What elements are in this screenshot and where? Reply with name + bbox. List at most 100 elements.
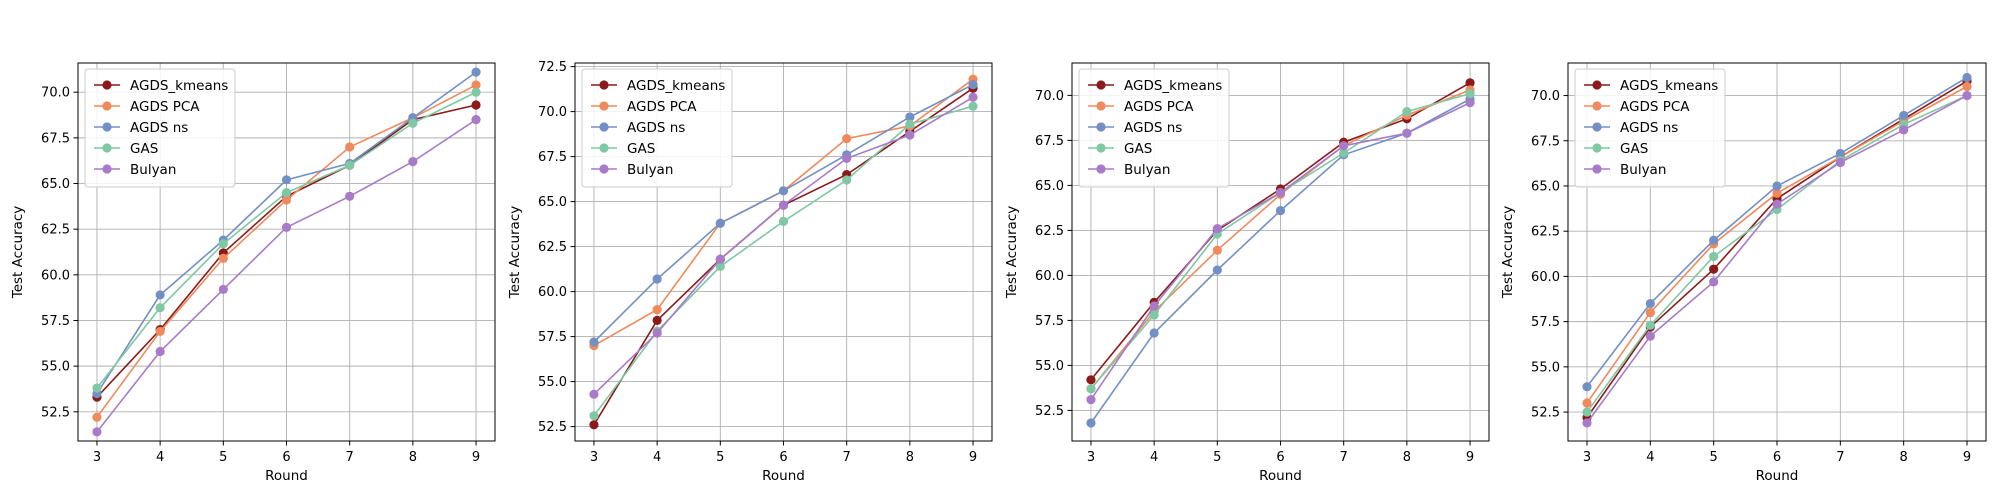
y-tick-label: 52.5 xyxy=(1035,404,1064,419)
x-tick-label: 6 xyxy=(282,450,290,465)
data-point xyxy=(589,337,599,347)
y-tick-label: 62.5 xyxy=(1035,224,1064,239)
data-point xyxy=(471,80,481,90)
data-point xyxy=(715,261,725,271)
data-point xyxy=(1086,418,1096,428)
x-tick-label: 9 xyxy=(969,450,977,465)
data-point xyxy=(1709,264,1719,274)
x-tick-label: 5 xyxy=(219,450,227,465)
data-point xyxy=(345,160,355,170)
data-point xyxy=(1212,224,1222,234)
legend-label: AGDS_kmeans xyxy=(1124,78,1222,94)
legend-label: GAS xyxy=(627,141,655,157)
legend-label: GAS xyxy=(1620,141,1648,157)
x-tick-label: 6 xyxy=(779,450,787,465)
y-tick-label: 70.0 xyxy=(41,86,70,101)
data-point xyxy=(1275,188,1286,198)
legend-marker xyxy=(599,80,609,90)
legend-marker xyxy=(102,164,112,174)
data-point xyxy=(1086,384,1096,394)
legend-label: GAS xyxy=(130,141,158,157)
chart-panel-1: 3 4 5 6 7 8 9 52.5 55.0 57.5 60.0 62.5 65.0 67.5 70.0 R… xyxy=(10,62,496,484)
data-point xyxy=(1086,375,1096,385)
data-point xyxy=(1086,395,1096,405)
data-point xyxy=(345,142,355,152)
data-point xyxy=(155,290,165,300)
y-tick-label: 70.0 xyxy=(1531,89,1560,104)
chart-panel-2: 3 4 5 6 7 8 9 52.5 55.0 57.5 60.0 62.5 65.0 67.5 70.0 7… xyxy=(507,60,993,484)
legend-marker xyxy=(1592,122,1602,132)
legend-marker xyxy=(102,122,112,132)
legend-label: Bulyan xyxy=(130,162,176,178)
data-point xyxy=(281,195,292,205)
x-tick-label: 8 xyxy=(1900,450,1908,465)
data-point xyxy=(281,188,292,198)
data-point xyxy=(1835,157,1845,168)
y-tick-label: 60.0 xyxy=(1035,269,1064,284)
y-tick-label: 52.5 xyxy=(1531,406,1560,421)
y-tick-label: 65.0 xyxy=(538,195,567,210)
data-point xyxy=(471,100,481,110)
data-point xyxy=(1709,235,1719,245)
data-point xyxy=(842,175,852,185)
data-point xyxy=(1709,251,1719,262)
legend-box xyxy=(84,68,236,188)
legend-marker xyxy=(1096,122,1106,132)
data-point xyxy=(1582,418,1592,428)
y-tick-label: 60.0 xyxy=(41,268,70,283)
x-tick-label: 9 xyxy=(1466,450,1474,465)
data-point xyxy=(218,253,228,263)
x-axis-label: Round xyxy=(1756,468,1799,484)
x-tick-label: 5 xyxy=(1710,450,1718,465)
legend-label: AGDS_kmeans xyxy=(1620,78,1718,94)
legend-label: AGDS ns xyxy=(1620,120,1678,136)
legend-marker xyxy=(102,143,112,153)
legend-label: Bulyan xyxy=(1620,162,1666,178)
x-tick-label: 4 xyxy=(1646,450,1654,465)
y-tick-label: 67.5 xyxy=(1531,134,1560,149)
data-point xyxy=(155,303,165,313)
x-tick-label: 8 xyxy=(1403,450,1411,465)
legend-marker xyxy=(599,143,609,153)
legend-marker xyxy=(1096,80,1106,90)
legend-label: AGDS_kmeans xyxy=(130,78,228,94)
x-tick-label: 3 xyxy=(590,450,598,465)
data-point xyxy=(905,119,915,129)
x-tick-label: 7 xyxy=(1340,450,1348,465)
data-point xyxy=(1465,89,1475,99)
data-point xyxy=(1962,81,1972,92)
x-tick-label: 8 xyxy=(409,450,417,465)
y-axis-label: Test Accuracy xyxy=(1004,206,1020,300)
data-point xyxy=(968,80,978,90)
data-point xyxy=(652,328,662,338)
x-tick-label: 3 xyxy=(1087,450,1095,465)
data-point xyxy=(1709,277,1719,287)
data-point xyxy=(715,218,725,228)
legend-label: AGDS PCA xyxy=(1124,99,1194,115)
legend: AGDS_kmeans AGDS PCA AGDS ns GAS Bulyan xyxy=(84,68,236,188)
x-axis-label: Round xyxy=(762,468,805,484)
legend-label: AGDS ns xyxy=(130,120,188,136)
data-point xyxy=(1402,107,1412,117)
legend-label: AGDS PCA xyxy=(1620,99,1690,115)
y-tick-label: 65.0 xyxy=(1035,179,1064,194)
legend-box xyxy=(1574,68,1726,188)
x-tick-label: 7 xyxy=(346,450,354,465)
x-tick-label: 7 xyxy=(1836,450,1844,465)
legend-marker xyxy=(1592,101,1602,111)
data-point xyxy=(1835,148,1845,159)
y-tick-label: 57.5 xyxy=(1531,315,1560,330)
data-point xyxy=(281,222,292,232)
legend: AGDS_kmeans AGDS PCA AGDS ns GAS Bulyan xyxy=(581,68,733,188)
y-tick-label: 55.0 xyxy=(1531,360,1560,375)
x-axis-label: Round xyxy=(1259,468,1302,484)
data-point xyxy=(1402,128,1412,138)
chart-panel-3: 3 4 5 6 7 8 9 52.5 55.0 57.5 60.0 62.5 65.0 67.5 70.0 R… xyxy=(1004,62,1490,484)
data-point xyxy=(1962,72,1972,83)
data-point xyxy=(1772,181,1782,191)
data-point xyxy=(218,239,228,249)
y-tick-label: 57.5 xyxy=(538,330,567,345)
y-tick-label: 57.5 xyxy=(41,314,70,329)
chart-panel-4: 3 4 5 6 7 8 9 52.5 55.0 57.5 60.0 62.5 65.0 67.5 70.0 R… xyxy=(1500,62,1987,484)
data-point xyxy=(715,254,725,264)
